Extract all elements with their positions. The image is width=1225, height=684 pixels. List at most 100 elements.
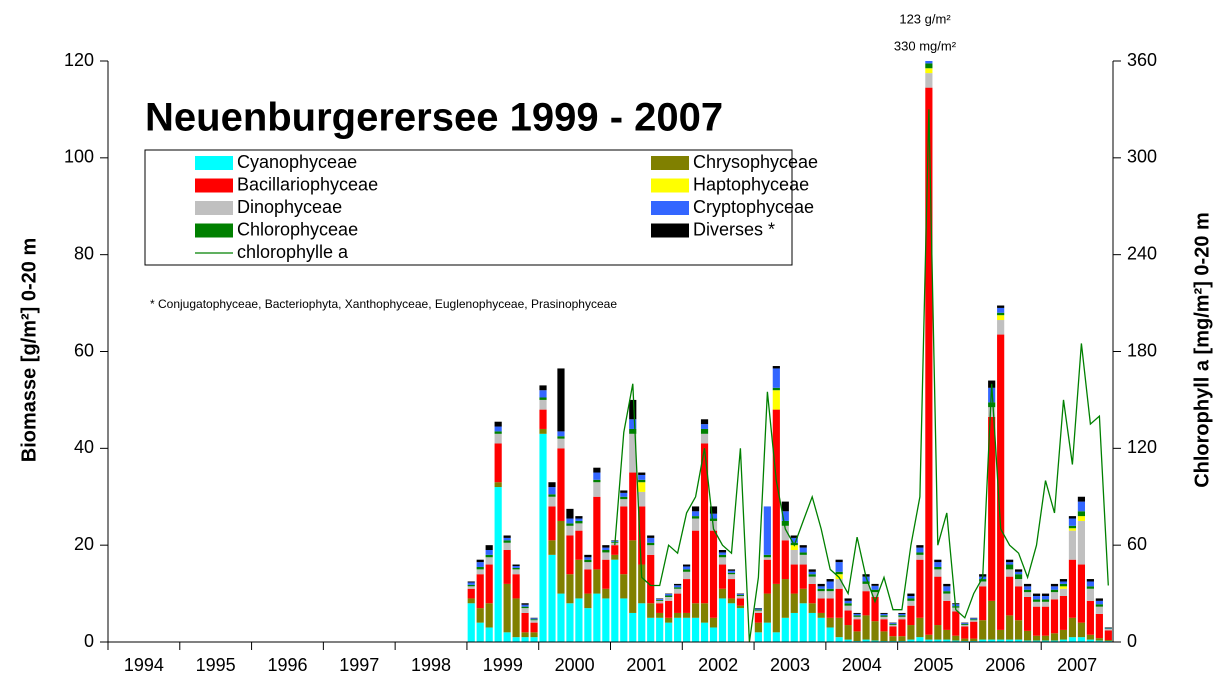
bar-segment <box>683 612 691 618</box>
bar-segment <box>1050 640 1059 642</box>
bar-segment <box>736 598 745 606</box>
bar-segment <box>952 640 960 642</box>
y2-tick-label: 240 <box>1127 243 1157 263</box>
bar-segment <box>602 588 610 599</box>
legend-swatch <box>195 156 233 170</box>
bar-segment <box>1086 639 1094 642</box>
bar-segment <box>988 600 996 640</box>
bar-segment <box>548 496 556 507</box>
bar-segment <box>1050 589 1059 593</box>
bar-segment <box>754 608 762 610</box>
bar-segment <box>1032 596 1041 600</box>
bar-segment <box>898 615 906 617</box>
bar-segment <box>548 482 556 488</box>
bar-segment <box>691 518 700 531</box>
bar-segment <box>1041 596 1050 600</box>
legend-swatch <box>651 178 689 193</box>
plot-area <box>467 61 1112 643</box>
bar-segment <box>557 520 565 594</box>
footnote: * Conjugatophyceae, Bacteriophyta, Xanth… <box>150 297 617 311</box>
bar-segment <box>620 496 628 500</box>
bar-segment <box>1077 564 1086 623</box>
bar-segment <box>467 584 475 587</box>
bar-segment <box>485 550 493 555</box>
y-tick-label: 40 <box>74 437 94 457</box>
legend-swatch <box>195 223 233 238</box>
bar-segment <box>530 632 538 638</box>
y2-axis-title: Chlorophyll a [mg/m²] 0-20 m <box>1191 212 1213 488</box>
bar-segment <box>566 508 574 519</box>
bar-segment <box>503 535 511 538</box>
bar-segment <box>808 576 816 584</box>
bar-segment <box>781 501 789 512</box>
bar-segment <box>772 387 780 391</box>
bar-segment <box>1059 583 1068 587</box>
x-tick-label: 1994 <box>124 655 164 675</box>
bar-segment <box>476 559 484 563</box>
bar-segment <box>566 574 574 604</box>
bar-segment <box>835 588 843 618</box>
bar-segment <box>620 492 628 497</box>
bar-segment <box>575 520 583 524</box>
bar-segment <box>1086 600 1094 635</box>
bar-segment <box>1050 599 1059 634</box>
bar-segment <box>934 576 942 626</box>
legend-swatch <box>195 201 233 215</box>
bar-segment <box>1015 574 1023 580</box>
bar-segment <box>647 617 655 642</box>
bar-segment <box>1068 617 1077 638</box>
bar-segment <box>494 421 502 427</box>
bar-segment <box>889 623 897 625</box>
bar-segment <box>1032 593 1041 597</box>
bar-segment <box>988 402 996 408</box>
bar-segment <box>736 594 745 596</box>
bar-segment <box>844 605 852 611</box>
bar-segment <box>1050 583 1059 587</box>
bar-segment <box>979 579 987 582</box>
bar-segment <box>799 603 807 642</box>
bar-segment <box>1041 635 1050 641</box>
bar-segment <box>557 431 565 437</box>
bar-segment <box>907 593 915 597</box>
bar-segment <box>593 569 601 594</box>
bar-segment <box>485 557 493 565</box>
bar-segment <box>754 632 762 642</box>
bar-segment <box>566 518 574 524</box>
bar-segment <box>1023 640 1032 642</box>
bar-segment <box>521 637 529 642</box>
bar-segment <box>907 598 915 601</box>
bar-segment <box>602 598 610 642</box>
bar-segment <box>997 312 1005 316</box>
bar-segment <box>602 550 610 553</box>
bar-segment <box>512 564 520 566</box>
bar-segment <box>889 636 897 642</box>
bar-segment <box>799 545 807 548</box>
bar-segment <box>763 557 771 560</box>
bar-segment <box>647 603 655 618</box>
bar-segment <box>575 530 583 560</box>
bar-segment <box>970 638 978 642</box>
bar-segment <box>1023 592 1032 597</box>
bar-segment <box>1041 606 1050 636</box>
bar-segment <box>665 600 673 618</box>
bar-segment <box>539 399 547 410</box>
bar-segment <box>629 612 637 642</box>
bar-segment <box>817 591 825 599</box>
bar-segment <box>826 591 834 599</box>
bar-segment <box>943 639 951 642</box>
bar-segment <box>476 574 484 609</box>
bar-segment <box>1023 583 1032 587</box>
bar-segment <box>494 487 502 642</box>
bar-segment <box>1023 630 1032 641</box>
bar-segment <box>656 612 664 618</box>
bar-segment <box>503 540 511 543</box>
bar-segment <box>835 617 843 638</box>
bar-segment <box>817 586 825 589</box>
bar-segment <box>584 557 592 560</box>
bar-segment <box>925 87 933 635</box>
bar-segment <box>700 433 709 444</box>
bar-segment <box>674 612 682 618</box>
y2-tick-label: 120 <box>1127 437 1157 457</box>
bar-segment <box>1006 569 1014 577</box>
legend-swatch <box>195 178 233 193</box>
